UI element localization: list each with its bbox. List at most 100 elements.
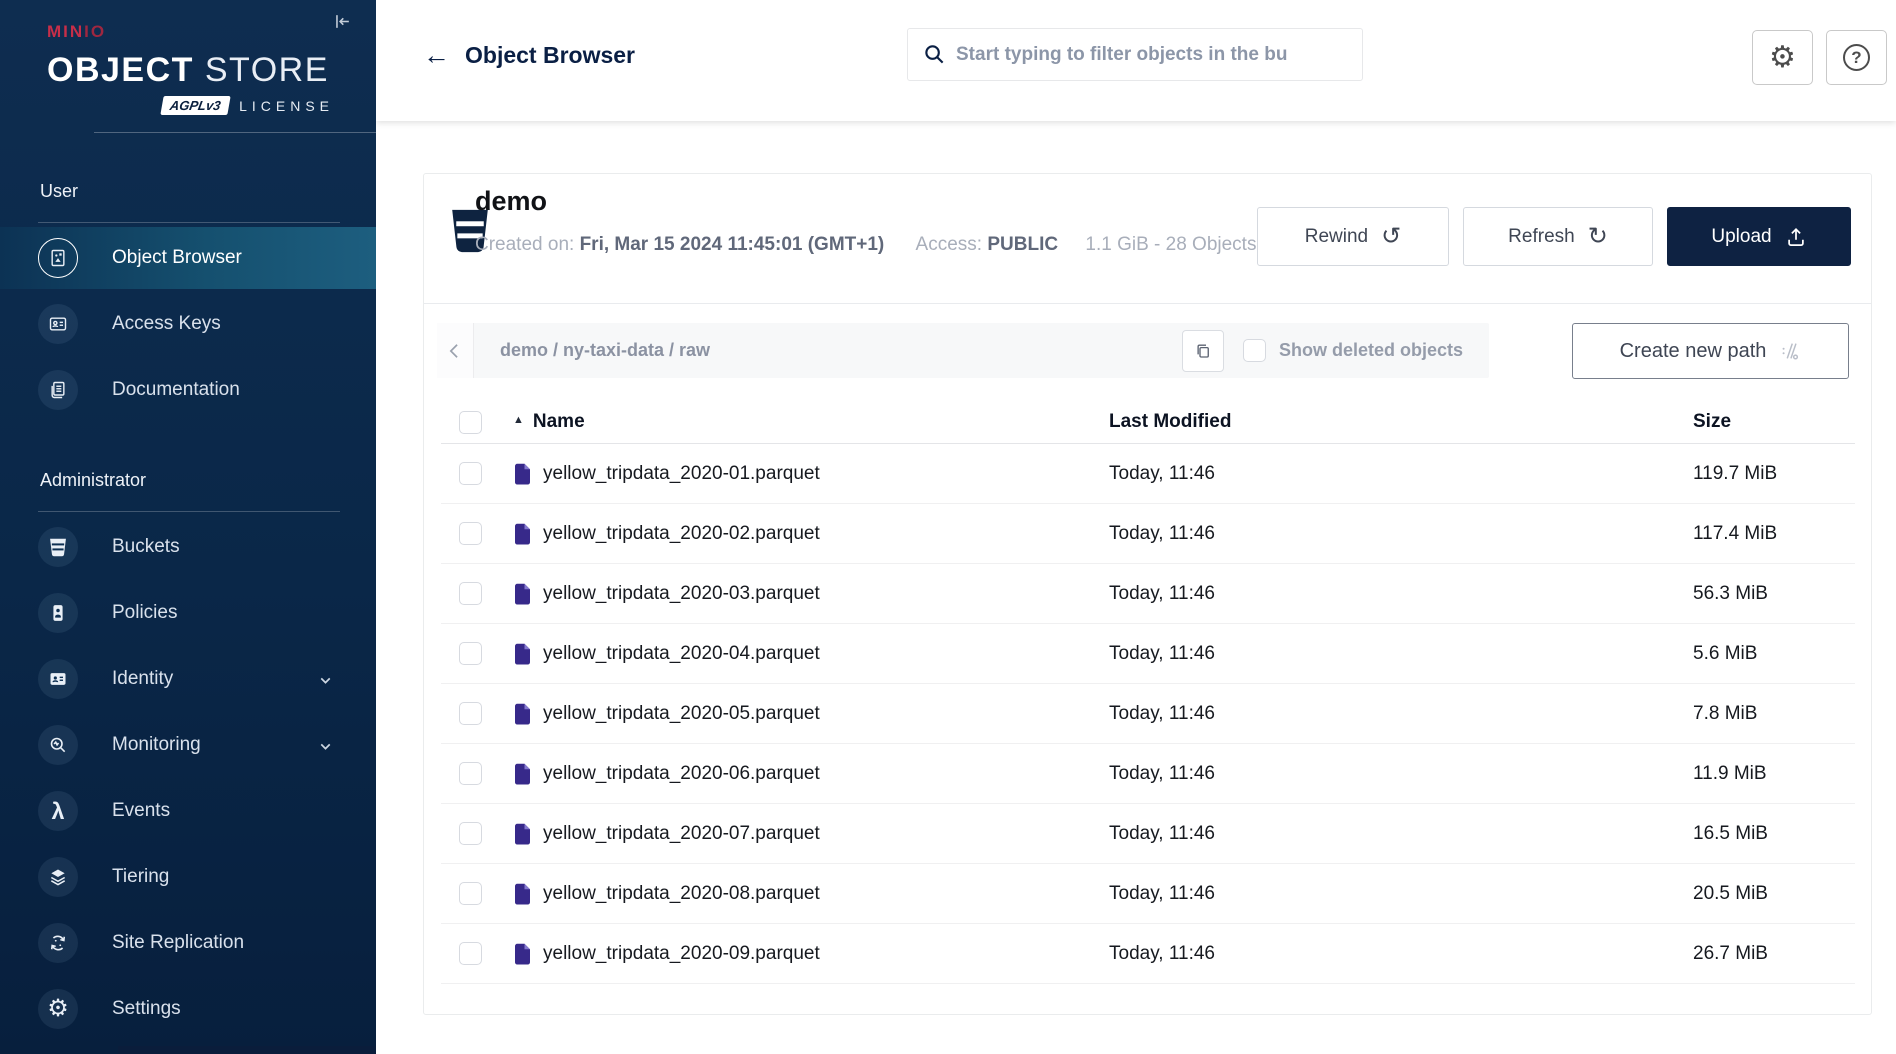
created-value: Fri, Mar 15 2024 11:45:01 (GMT+1) [579, 234, 885, 255]
agpl-badge: AGPLv3 [159, 96, 230, 115]
row-checkbox[interactable] [459, 702, 482, 725]
search-input[interactable] [907, 28, 1363, 81]
table-row[interactable]: yellow_tripdata_2020-06.parquet Today, 1… [441, 744, 1855, 804]
row-checkbox[interactable] [459, 642, 482, 665]
table-row[interactable]: yellow_tripdata_2020-03.parquet Today, 1… [441, 564, 1855, 624]
table-row[interactable]: yellow_tripdata_2020-08.parquet Today, 1… [441, 864, 1855, 924]
page-title: Object Browser [465, 42, 635, 68]
rewind-label: Rewind [1304, 225, 1369, 247]
bucket-name: demo [475, 186, 548, 216]
upload-button[interactable]: Upload [1667, 207, 1851, 266]
chevron-down-icon[interactable] [317, 738, 334, 760]
sidebar-collapse-icon[interactable] [333, 12, 352, 34]
sidebar-item-label: Identity [112, 668, 174, 689]
objects-table: ▲ Name Last Modified Size yellow_tripdat… [441, 401, 1855, 984]
chevron-down-icon[interactable] [317, 672, 334, 694]
parquet-file-icon [515, 463, 530, 485]
parquet-file-icon [515, 643, 530, 665]
show-deleted-checkbox[interactable] [1242, 339, 1266, 362]
replication-icon [38, 923, 78, 963]
refresh-button[interactable]: Refresh ↻ [1463, 207, 1653, 266]
upload-icon [1787, 227, 1804, 246]
create-new-path-button[interactable]: Create new path [1572, 323, 1849, 379]
row-checkbox[interactable] [459, 822, 482, 845]
parquet-file-icon [515, 883, 530, 905]
row-checkbox[interactable] [459, 462, 482, 485]
content-area: demo Created on: Fri, Mar 15 2024 11:45:… [376, 121, 1896, 1054]
object-modified: Today, 11:46 [1109, 462, 1215, 484]
divider [38, 222, 340, 223]
row-checkbox[interactable] [459, 882, 482, 905]
sidebar-item-tiering[interactable]: Tiering [0, 846, 376, 908]
sidebar-item-policies[interactable]: Policies [0, 582, 376, 644]
sidebar-item-label: Access Keys [112, 313, 221, 334]
table-row[interactable]: yellow_tripdata_2020-09.parquet Today, 1… [441, 924, 1855, 984]
object-name: yellow_tripdata_2020-06.parquet [543, 762, 820, 784]
table-row[interactable]: yellow_tripdata_2020-02.parquet Today, 1… [441, 504, 1855, 564]
table-row[interactable]: yellow_tripdata_2020-07.parquet Today, 1… [441, 804, 1855, 864]
bucket-usage: 1.1 GiB - 28 Objects [1085, 234, 1257, 255]
column-header-name[interactable]: ▲ Name [513, 411, 585, 432]
table-row[interactable]: yellow_tripdata_2020-04.parquet Today, 1… [441, 624, 1855, 684]
sidebar-footer-edge [118, 1046, 376, 1054]
sidebar-item-label: Buckets [112, 536, 180, 557]
divider [424, 303, 1871, 304]
documentation-icon [38, 370, 78, 410]
object-size: 16.5 MiB [1693, 822, 1768, 844]
sidebar-item-settings[interactable]: ⚙ Settings [0, 978, 376, 1040]
help-button[interactable]: ? [1826, 30, 1887, 85]
object-name: yellow_tripdata_2020-05.parquet [543, 702, 820, 724]
object-browser-icon [38, 238, 78, 278]
search-box [907, 28, 1363, 81]
sidebar: MINIO OBJECT STORE AGPLv3 LICENSE User O… [0, 0, 381, 1054]
object-size: 26.7 MiB [1693, 942, 1768, 964]
sidebar-item-site-replication[interactable]: Site Replication [0, 912, 376, 974]
minio-logo: MINIO OBJECT STORE AGPLv3 LICENSE [0, 0, 381, 133]
lambda-icon: λ [38, 791, 78, 831]
sidebar-item-access-keys[interactable]: Access Keys [0, 293, 376, 355]
divider [94, 132, 381, 133]
identity-icon [38, 659, 78, 699]
sidebar-item-object-browser[interactable]: Object Browser [0, 227, 376, 289]
table-row[interactable]: yellow_tripdata_2020-05.parquet Today, 1… [441, 684, 1855, 744]
bucket-card: demo Created on: Fri, Mar 15 2024 11:45:… [423, 173, 1872, 1015]
object-modified: Today, 11:46 [1109, 822, 1215, 844]
brand-min: MIN [47, 22, 85, 41]
sidebar-item-documentation[interactable]: Documentation [0, 359, 376, 421]
sidebar-item-buckets[interactable]: Buckets [0, 516, 376, 578]
object-size: 11.9 MiB [1693, 762, 1767, 784]
rewind-button[interactable]: Rewind ↺ [1257, 207, 1449, 266]
object-modified: Today, 11:46 [1109, 702, 1215, 724]
new-path-icon [1782, 343, 1799, 360]
copy-path-button[interactable] [1181, 329, 1224, 372]
access-keys-icon [38, 304, 78, 344]
row-checkbox[interactable] [459, 582, 482, 605]
navigate-back-chevron[interactable] [437, 323, 474, 378]
column-header-modified[interactable]: Last Modified [1109, 411, 1232, 432]
created-label: Created on: [475, 234, 575, 255]
sidebar-item-monitoring[interactable]: Monitoring [0, 714, 376, 776]
select-all-checkbox[interactable] [459, 410, 482, 434]
object-size: 7.8 MiB [1693, 702, 1758, 724]
object-modified: Today, 11:46 [1109, 522, 1215, 544]
back-arrow-icon[interactable]: ← [423, 40, 450, 70]
object-modified: Today, 11:46 [1109, 882, 1215, 904]
sidebar-item-identity[interactable]: Identity [0, 648, 376, 710]
row-checkbox[interactable] [459, 942, 482, 965]
sidebar-item-label: Site Replication [112, 932, 245, 953]
bucket-icon [448, 206, 492, 261]
object-size: 56.3 MiB [1693, 582, 1768, 604]
column-header-size[interactable]: Size [1693, 411, 1732, 432]
row-checkbox[interactable] [459, 522, 482, 545]
sidebar-item-events[interactable]: λ Events [0, 780, 376, 842]
sidebar-item-label: Tiering [112, 866, 170, 887]
row-checkbox[interactable] [459, 762, 482, 785]
sort-asc-icon: ▲ [513, 413, 524, 426]
settings-gear-button[interactable]: ⚙ [1752, 30, 1813, 85]
breadcrumb[interactable]: demo / ny-taxi-data / raw [500, 340, 711, 360]
show-deleted-label: Show deleted objects [1278, 340, 1463, 360]
table-row[interactable]: yellow_tripdata_2020-01.parquet Today, 1… [441, 444, 1855, 504]
search-icon [925, 45, 944, 64]
buckets-icon [38, 527, 78, 567]
gear-icon: ⚙ [38, 989, 78, 1029]
